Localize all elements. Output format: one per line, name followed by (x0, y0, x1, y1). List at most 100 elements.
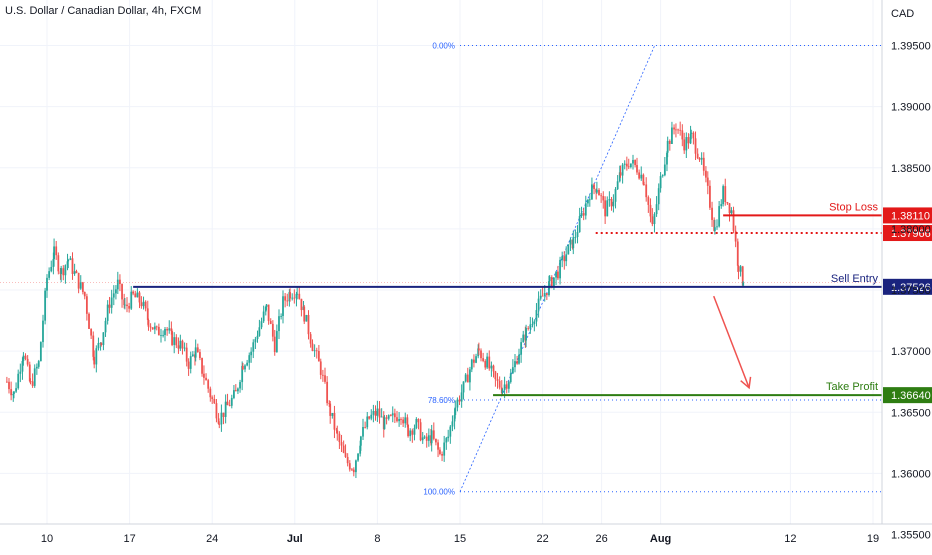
candle (233, 385, 235, 400)
candle (507, 380, 510, 393)
candle (404, 412, 407, 428)
candle (591, 177, 593, 200)
candle (569, 237, 572, 251)
candle (201, 357, 203, 377)
x-tick-label: 15 (454, 533, 466, 545)
y-tick-label: 1.38500 (891, 163, 931, 175)
candle (226, 393, 229, 406)
y-tick-label: 1.37500 (891, 285, 931, 297)
candle-layer (5, 121, 745, 479)
candle (663, 157, 666, 177)
candle (494, 370, 497, 387)
candle (166, 326, 169, 336)
candle (298, 286, 301, 300)
candle (81, 281, 84, 295)
candle (326, 376, 329, 406)
candle (222, 412, 225, 425)
fib-trend-line (459, 45, 656, 492)
candle (387, 414, 390, 421)
y-tick-label: 1.39000 (891, 102, 931, 114)
candle (409, 428, 412, 442)
candle (53, 238, 55, 267)
x-tick-label: 19 (867, 533, 879, 545)
candle (638, 169, 641, 180)
candle (700, 152, 703, 165)
fibonacci-layer: 0.00% 78.60% 100.00% (423, 42, 882, 497)
candle (659, 172, 662, 193)
candle (470, 358, 473, 373)
candle (246, 359, 249, 367)
candle (640, 166, 643, 181)
candle (689, 125, 692, 145)
candle (668, 139, 671, 151)
candle (228, 399, 231, 407)
candle (724, 178, 727, 206)
candle (319, 358, 322, 380)
candle (171, 329, 173, 347)
candle (207, 378, 210, 393)
candle (458, 395, 461, 406)
candle (95, 345, 98, 373)
candle (83, 291, 86, 300)
candle (687, 133, 690, 149)
candle (211, 395, 214, 405)
candle (376, 400, 379, 422)
candle (567, 244, 570, 255)
candle (642, 173, 645, 186)
candle (160, 328, 162, 343)
candle (651, 208, 654, 227)
candle (357, 453, 359, 462)
candle (402, 416, 405, 428)
candle (336, 425, 339, 441)
candle (679, 121, 682, 136)
candle (92, 331, 95, 361)
candle (119, 274, 121, 292)
candle (338, 431, 341, 450)
x-tick-label: 8 (374, 533, 380, 545)
candle (366, 411, 369, 430)
candle (256, 330, 259, 343)
candle (527, 326, 530, 331)
currency-label[interactable]: CAD (891, 8, 914, 20)
candle (606, 196, 609, 217)
price-tag-label: 1.38110 (891, 210, 930, 222)
chart-title: U.S. Dollar / Canadian Dollar, 4h, FXCM (5, 5, 201, 17)
candle (93, 350, 96, 369)
candle (144, 300, 147, 312)
y-tick-label: 1.36500 (891, 407, 931, 419)
candle (179, 334, 182, 351)
price-tag (883, 225, 932, 242)
candle (509, 368, 512, 384)
candle (553, 277, 555, 290)
candle (230, 394, 233, 409)
candle (136, 288, 139, 298)
candle (683, 132, 686, 154)
candle (244, 364, 246, 373)
candle (183, 342, 186, 352)
candle (50, 260, 53, 273)
candle (267, 304, 270, 325)
price-tag-label: 1.36640 (891, 390, 931, 402)
candle (488, 350, 491, 371)
candle (128, 302, 131, 313)
candle (79, 275, 82, 290)
candle (218, 421, 221, 429)
candle (518, 348, 520, 365)
x-tick-label: 10 (41, 533, 53, 545)
candle (619, 165, 622, 178)
candle (248, 352, 251, 370)
candle (275, 324, 278, 353)
candle (273, 329, 276, 356)
candle (217, 413, 220, 425)
candle (187, 358, 190, 376)
candle (370, 409, 373, 421)
candle (234, 384, 237, 392)
candle (44, 287, 47, 325)
candle (647, 195, 650, 213)
candle (398, 412, 401, 427)
candle (531, 317, 534, 328)
x-tick-label: 12 (784, 533, 796, 545)
candle (400, 417, 402, 425)
price-tag (883, 387, 932, 404)
